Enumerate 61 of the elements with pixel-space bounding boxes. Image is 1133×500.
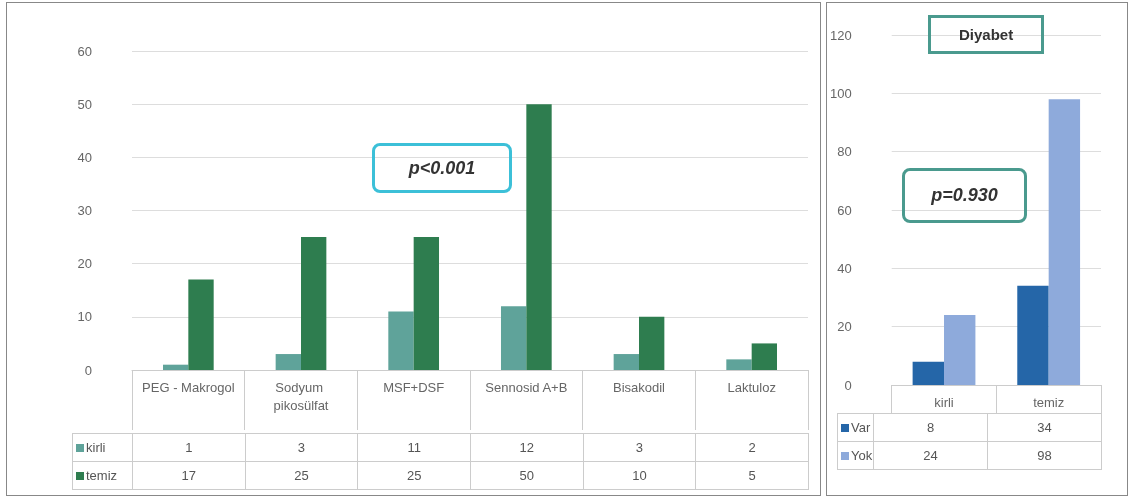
- y-tick-label: 0: [84, 362, 92, 378]
- legend-label: temiz: [72, 461, 133, 490]
- bar: [413, 237, 440, 370]
- y-tick-label: 0: [844, 377, 852, 393]
- y-tick-label: 50: [77, 96, 92, 112]
- data-label: 5: [695, 461, 809, 490]
- data-label: 98: [987, 441, 1102, 470]
- x-tick-label: kirli: [934, 394, 954, 410]
- bar: [726, 359, 752, 370]
- y-tick-label: 60: [837, 202, 852, 218]
- bar: [188, 279, 214, 370]
- y-tick-label: 30: [77, 203, 92, 218]
- x-tick-label: Bisakodil: [612, 379, 666, 395]
- data-label: 8: [873, 413, 988, 442]
- x-tick-label: Laktuloz: [727, 379, 776, 395]
- bar: [944, 315, 976, 385]
- legend-label: kirli: [72, 433, 133, 462]
- y-tick-label: 120: [829, 27, 852, 43]
- y-tick-label: 100: [829, 85, 852, 101]
- data-label: 25: [245, 461, 358, 490]
- bar: [1017, 285, 1049, 385]
- x-tick-label: PEG - Makrogol: [142, 379, 235, 395]
- bar: [526, 104, 552, 370]
- data-label: 2: [695, 433, 809, 462]
- data-label: 24: [873, 441, 988, 470]
- bar: [388, 311, 414, 370]
- data-label: 34: [987, 413, 1102, 442]
- bar: [275, 354, 301, 370]
- bar: [639, 316, 665, 370]
- y-tick-label: 10: [77, 309, 92, 325]
- data-label: 3: [583, 433, 696, 462]
- bar: [613, 354, 639, 370]
- bar: [500, 306, 527, 370]
- data-label: 25: [357, 461, 471, 490]
- legend-label: Var: [837, 413, 874, 442]
- y-tick-label: 40: [837, 260, 852, 276]
- data-label: 11: [357, 433, 471, 462]
- data-label: 12: [470, 433, 584, 462]
- bar: [162, 364, 189, 370]
- data-label: 10: [583, 461, 696, 490]
- chart-title: Diyabet: [928, 15, 1045, 54]
- y-tick-label: 20: [837, 319, 852, 335]
- annotation: p<0.001: [372, 143, 512, 193]
- x-tick-label: Sodyum pikosülfat: [273, 379, 329, 413]
- y-tick-label: 60: [77, 43, 92, 59]
- bar: [751, 343, 778, 370]
- data-label: 17: [132, 461, 246, 490]
- bar: [912, 361, 945, 385]
- y-tick-label: 40: [77, 149, 92, 165]
- legend-label: Yok: [837, 441, 874, 470]
- data-label: 1: [132, 433, 246, 462]
- y-tick-label: 20: [77, 256, 92, 272]
- x-tick-label: Sennosid A+B: [485, 379, 568, 395]
- x-tick-label: temiz: [1033, 394, 1065, 410]
- bar: [301, 237, 327, 370]
- bar: [1048, 99, 1081, 385]
- annotation: p=0.930: [902, 168, 1027, 223]
- data-label: 3: [245, 433, 358, 462]
- y-tick-label: 80: [837, 144, 852, 160]
- data-label: 50: [470, 461, 584, 490]
- x-tick-label: MSF+DSF: [383, 379, 445, 395]
